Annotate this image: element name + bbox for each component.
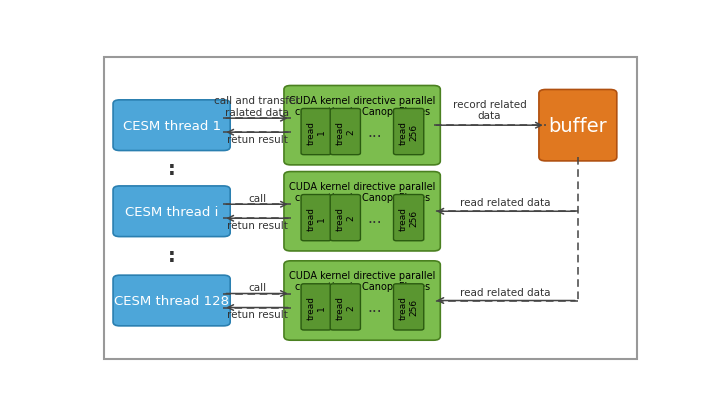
Text: retun result: retun result (226, 220, 288, 230)
Text: compation in CanopyFluxes: compation in CanopyFluxes (294, 107, 429, 116)
FancyBboxPatch shape (284, 261, 440, 340)
Text: tread
2: tread 2 (335, 295, 355, 319)
Text: retun result: retun result (226, 309, 288, 319)
Text: tread
256: tread 256 (399, 206, 419, 230)
Text: ...: ... (367, 300, 382, 315)
Text: buffer: buffer (549, 116, 607, 135)
FancyBboxPatch shape (301, 109, 331, 155)
Text: tread
1: tread 1 (307, 206, 326, 230)
FancyBboxPatch shape (539, 90, 617, 161)
Text: call and transfer
ralated data: call and transfer ralated data (214, 96, 300, 117)
Text: tread
256: tread 256 (399, 295, 419, 319)
FancyBboxPatch shape (113, 186, 230, 237)
Text: compation in CanopyFluxes: compation in CanopyFluxes (294, 192, 429, 202)
FancyBboxPatch shape (330, 284, 361, 330)
Text: CUDA kernel directive parallel: CUDA kernel directive parallel (289, 182, 435, 192)
FancyBboxPatch shape (330, 109, 361, 155)
Text: call: call (248, 282, 266, 292)
FancyBboxPatch shape (113, 275, 230, 326)
Text: retun result: retun result (226, 135, 288, 145)
Text: CUDA kernel directive parallel: CUDA kernel directive parallel (289, 96, 435, 106)
FancyBboxPatch shape (393, 284, 424, 330)
FancyBboxPatch shape (393, 195, 424, 241)
FancyBboxPatch shape (301, 284, 331, 330)
Text: CESM thread i: CESM thread i (125, 205, 218, 218)
FancyBboxPatch shape (284, 86, 440, 166)
FancyBboxPatch shape (330, 195, 361, 241)
Text: :: : (168, 159, 176, 178)
FancyBboxPatch shape (284, 172, 440, 252)
FancyBboxPatch shape (301, 195, 331, 241)
Text: ...: ... (367, 211, 382, 225)
FancyBboxPatch shape (113, 101, 230, 151)
Text: CESM thread 128: CESM thread 128 (114, 294, 229, 307)
Text: tread
1: tread 1 (307, 295, 326, 319)
Text: record related
data: record related data (453, 100, 526, 121)
Text: ...: ... (367, 125, 382, 140)
Text: tread
2: tread 2 (335, 206, 355, 230)
Text: read related data: read related data (461, 198, 551, 208)
Text: tread
256: tread 256 (399, 120, 419, 144)
Text: compation in CanopyFluxes: compation in CanopyFluxes (294, 282, 429, 292)
Text: tread
2: tread 2 (335, 120, 355, 144)
Text: :: : (168, 247, 176, 266)
FancyBboxPatch shape (393, 109, 424, 155)
Text: read related data: read related data (461, 287, 551, 297)
Text: tread
1: tread 1 (307, 120, 326, 144)
Text: CESM thread 1: CESM thread 1 (123, 119, 221, 133)
Text: call: call (248, 193, 266, 203)
FancyBboxPatch shape (104, 57, 637, 360)
Text: CUDA kernel directive parallel: CUDA kernel directive parallel (289, 271, 435, 281)
